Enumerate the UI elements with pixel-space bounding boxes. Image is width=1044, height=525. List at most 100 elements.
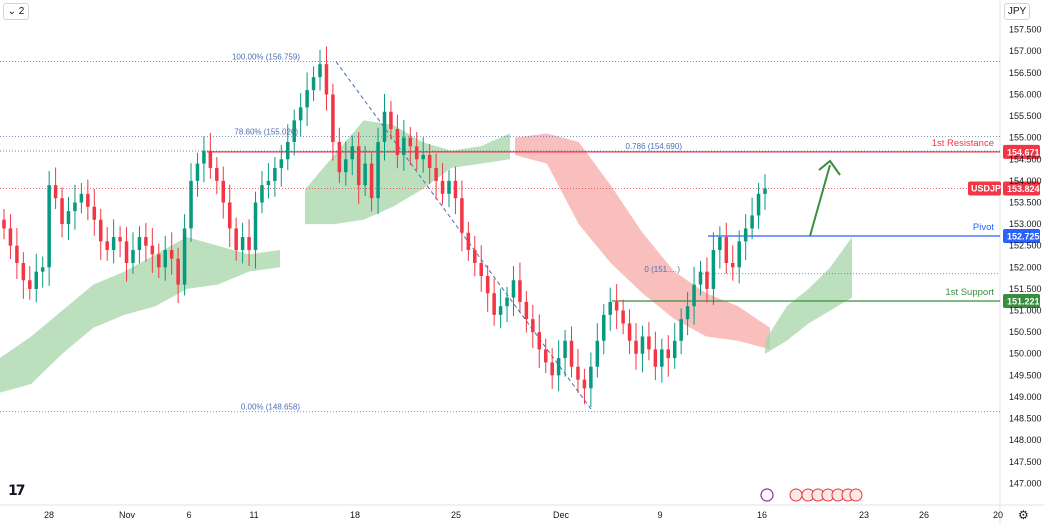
candle-body — [331, 94, 335, 142]
level-name: Pivot — [973, 222, 994, 233]
candle-body — [724, 237, 729, 263]
legend-toggle-button[interactable]: ⌄ 2 — [3, 3, 29, 20]
candle-body — [324, 64, 329, 95]
candle-body — [111, 237, 116, 251]
candle-body — [86, 193, 90, 207]
candle-body — [221, 180, 226, 203]
candle-body — [602, 314, 606, 341]
candle-body — [692, 284, 696, 307]
candle-body — [382, 111, 387, 142]
candle-body — [60, 198, 64, 225]
fib-level-label: 0.00% (148.658) — [241, 403, 300, 412]
candle-body — [66, 211, 71, 225]
candle-body — [434, 167, 438, 181]
fib-trend-line — [335, 61, 594, 413]
candle-body — [131, 250, 135, 263]
candle-body — [460, 198, 464, 233]
candle-body — [653, 349, 658, 367]
candle-body — [15, 245, 19, 263]
candle-body — [47, 185, 51, 268]
price-tick-label: 151.500 — [1009, 284, 1042, 294]
candle-body — [556, 358, 561, 376]
last-price-label: 153.824 — [1007, 184, 1040, 194]
candle-body — [150, 245, 155, 255]
candle-body — [685, 306, 690, 320]
candle-body — [634, 340, 638, 354]
time-tick-label: Dec — [553, 510, 570, 520]
price-tick-label: 150.500 — [1009, 327, 1042, 337]
settings-gear-icon[interactable]: ⚙ — [1018, 508, 1029, 522]
time-tick-label: 9 — [657, 510, 662, 520]
price-tick-label: 150.000 — [1009, 349, 1042, 359]
candle-body — [389, 111, 393, 130]
price-tick-label: 153.000 — [1009, 219, 1042, 229]
candle-body — [589, 366, 593, 389]
candle-body — [118, 237, 122, 242]
candle-body — [660, 349, 664, 367]
candle-body — [53, 185, 58, 199]
fib-level-label: 0 (151.…) — [644, 265, 680, 274]
candle-body — [498, 306, 503, 315]
ichimoku-cloud-green — [305, 120, 510, 225]
ichimoku-cloud-green — [0, 237, 280, 393]
ichimoku-cloud-green — [765, 237, 852, 354]
candle-body — [247, 237, 251, 251]
price-tick-label: 157.000 — [1009, 46, 1042, 56]
symbol-label: USDJPY — [971, 183, 1007, 193]
time-tick-label: 18 — [350, 510, 360, 520]
price-tick-label: 157.500 — [1009, 25, 1042, 35]
ichimoku-cloud-red — [515, 133, 770, 350]
candle-body — [647, 336, 651, 350]
candle-body — [157, 254, 161, 268]
fib-level-label: 100.00% (156.759) — [232, 53, 300, 62]
candle-body — [292, 120, 296, 142]
candle-body — [215, 167, 219, 181]
candle-body — [337, 141, 342, 173]
candle-body — [350, 146, 355, 160]
candle-body — [711, 250, 716, 289]
candle-body — [21, 262, 26, 281]
level-price-badge — [1003, 293, 1040, 308]
time-tick-label: 28 — [44, 510, 54, 520]
candle-body — [2, 219, 6, 229]
us-flag-event-icon — [849, 488, 863, 502]
price-tick-label: 148.000 — [1009, 435, 1042, 445]
candle-body — [679, 319, 683, 341]
candle-body — [479, 262, 483, 276]
time-tick-label: 16 — [757, 510, 767, 520]
candle-body — [750, 215, 754, 229]
price-tick-label: 152.500 — [1009, 241, 1042, 251]
price-tick-label: 156.500 — [1009, 68, 1042, 78]
candle-body — [627, 323, 632, 341]
candle-body — [253, 202, 258, 251]
candle-body — [137, 237, 142, 251]
chart-extras — [760, 159, 863, 502]
currency-button[interactable]: JPY — [1004, 3, 1030, 20]
candle-body — [640, 336, 645, 354]
candle-body — [473, 250, 477, 263]
last-price-badge — [1003, 181, 1040, 196]
candle-body — [273, 167, 277, 181]
time-tick-label: Nov — [119, 510, 136, 520]
price-tick-label: 153.500 — [1009, 197, 1042, 207]
candle-body — [286, 141, 290, 160]
candle-body — [356, 146, 361, 186]
time-tick-label: 20 — [993, 510, 1003, 520]
candle-body — [40, 267, 45, 272]
time-tick-label: 25 — [451, 510, 461, 520]
candle-body — [718, 237, 722, 251]
candle-body — [34, 271, 39, 289]
time-axis[interactable]: 28 Nov 6 11 18 25 Dec 9 16 23 26 20 — [44, 510, 1003, 520]
candle-body — [672, 340, 677, 359]
candle-body — [440, 180, 445, 194]
candlesticks — [2, 46, 767, 407]
candle-body — [763, 188, 767, 194]
price-axis[interactable]: 157.500 157.000 156.500 156.000 155.500 155.0… — [1009, 25, 1042, 489]
lightning-event-icon — [760, 488, 774, 502]
price-tick-label: 147.000 — [1009, 478, 1042, 488]
tradingview-logo[interactable]: 17 — [8, 483, 26, 499]
time-tick-label: 23 — [859, 510, 869, 520]
candle-body — [737, 241, 741, 268]
candle-body — [395, 129, 400, 155]
